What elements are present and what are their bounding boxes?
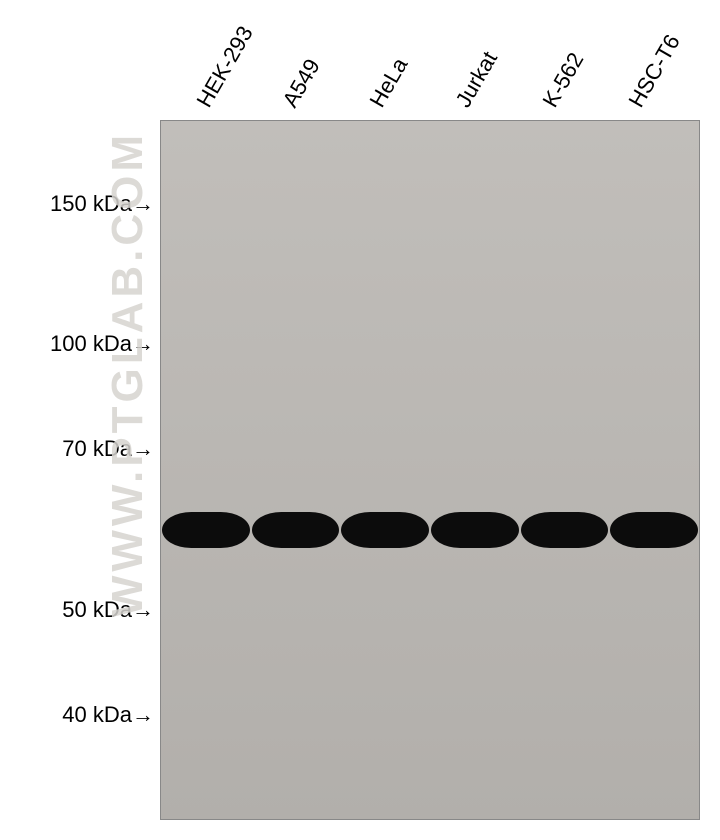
marker-label: 40 kDa→ [62,702,154,728]
blot-membrane: WWW.PTGLAB.COM [160,120,700,820]
lane-label: A549 [278,54,326,112]
protein-band [521,512,609,548]
marker-label: 150 kDa→ [50,191,154,217]
marker-label: 70 kDa→ [62,436,154,462]
lane-label: HeLa [364,53,413,112]
lane-label: HSC-T6 [623,30,685,112]
protein-band [341,512,429,548]
band-row [161,512,699,548]
protein-band [610,512,698,548]
lane-label: HEK-293 [191,22,258,112]
figure-container: HEK-293 A549 HeLa Jurkat K-562 HSC-T6 150 kDa… [0,0,720,840]
lane-label: K-562 [537,48,589,112]
protein-band [252,512,340,548]
marker-label: 100 kDa→ [50,331,154,357]
protein-band [162,512,250,548]
lane-labels-row: HEK-293 A549 HeLa Jurkat K-562 HSC-T6 [160,0,700,120]
lane-label: Jurkat [451,47,503,112]
protein-band [431,512,519,548]
marker-label: 50 kDa→ [62,597,154,623]
marker-labels-column: 150 kDa→ 100 kDa→ 70 kDa→ 50 kDa→ 40 kDa→ [0,120,160,820]
blot-background [161,121,699,819]
